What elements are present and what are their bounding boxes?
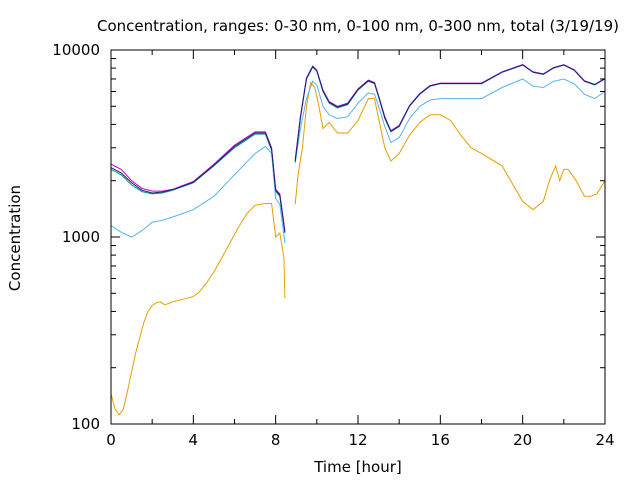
x-tick-label: 0 <box>106 431 116 449</box>
plot-frame <box>110 49 606 425</box>
y-tick-label: 10000 <box>52 41 100 59</box>
chart-title: Concentration, ranges: 0-30 nm, 0-100 nm… <box>97 17 619 35</box>
x-tick-label: 24 <box>595 431 614 449</box>
x-axis-label: Time [hour] <box>313 458 402 476</box>
x-tick-label: 8 <box>271 431 281 449</box>
series-line-2 <box>110 78 606 243</box>
tick-layer: 0 4 8 12 16 20 24 100 1000 10000 <box>52 41 614 449</box>
x-tick-label: 12 <box>348 431 367 449</box>
y-axis-label: Concentration <box>6 185 24 291</box>
series-line-1 <box>110 81 606 416</box>
x-tick-label: 20 <box>513 431 532 449</box>
y-tick-label: 100 <box>71 415 100 433</box>
series-line-5 <box>110 64 606 233</box>
series-layer <box>110 64 606 416</box>
x-tick-label: 4 <box>189 431 199 449</box>
x-tick-label: 16 <box>431 431 450 449</box>
y-tick-label: 1000 <box>62 228 100 246</box>
